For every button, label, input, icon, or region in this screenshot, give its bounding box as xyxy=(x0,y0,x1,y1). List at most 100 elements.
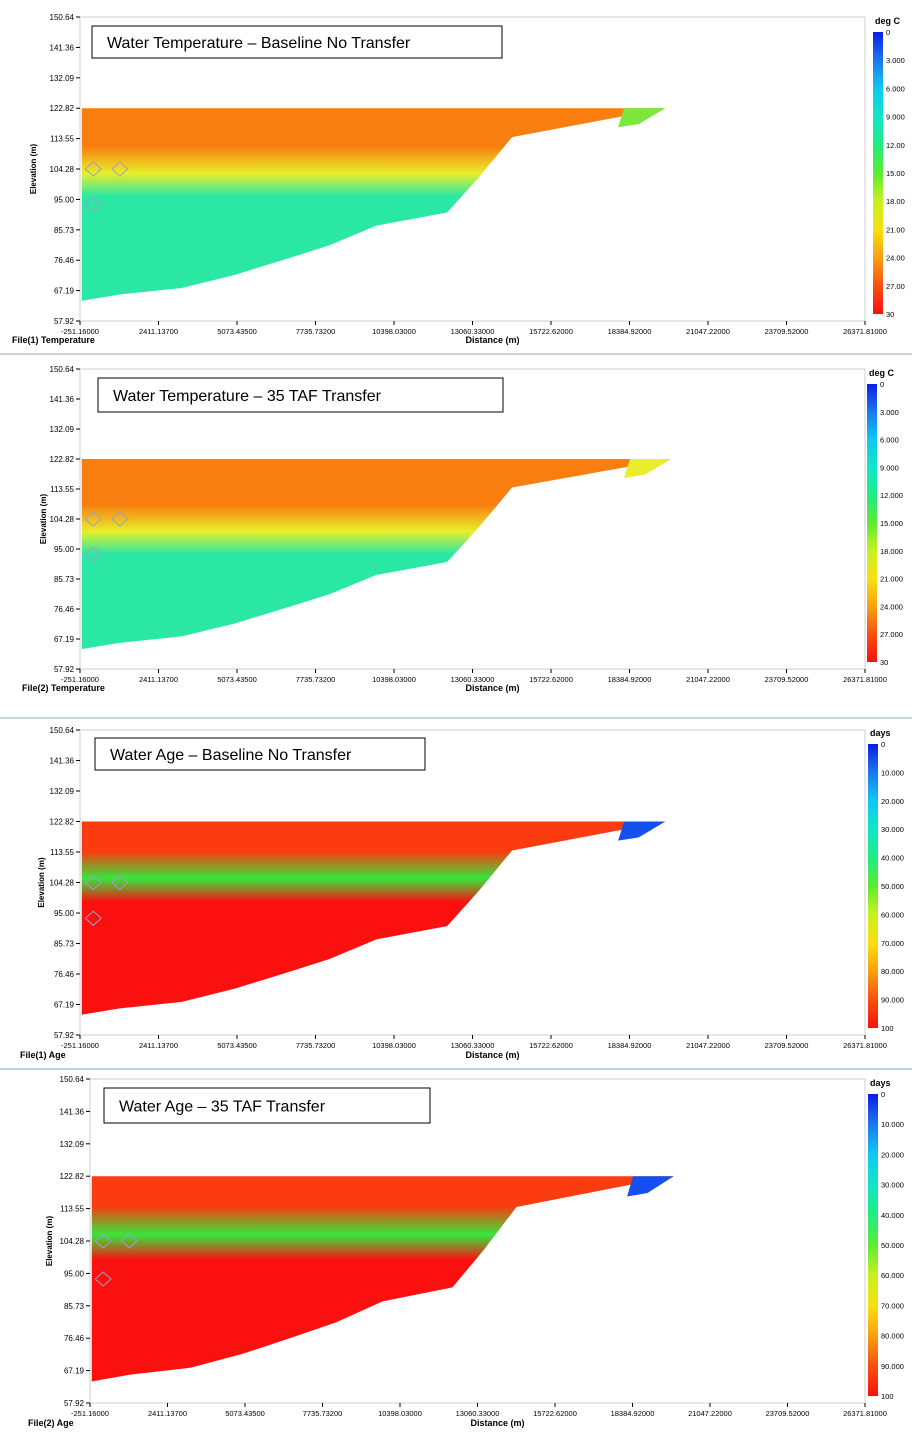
y-tick-label: 132.09 xyxy=(50,787,75,796)
y-tick-label: 95.00 xyxy=(54,545,75,554)
x-tick-label: 15722.62000 xyxy=(533,1409,577,1418)
x-tick-label: 15722.62000 xyxy=(529,327,573,336)
y-tick-label: 113.55 xyxy=(60,1205,84,1214)
x-tick-label: 18384.92000 xyxy=(611,1409,655,1418)
colorbar-label: 21.000 xyxy=(880,575,903,584)
y-tick-label: 85.73 xyxy=(54,575,75,584)
y-tick-label: 113.55 xyxy=(50,485,74,494)
colorbar-label: 0 xyxy=(886,28,890,37)
y-tick-label: 57.92 xyxy=(54,317,75,326)
file-label: File(1) Temperature xyxy=(12,335,95,345)
colorbar-label: 6.000 xyxy=(880,436,899,445)
y-tick-label: 141.36 xyxy=(50,395,75,404)
colorbar-unit: deg C xyxy=(875,16,901,26)
contour-chart-1: 150.64 141.36 132.09 122.82 113.55 104.28 95.0… xyxy=(12,13,905,345)
colorbar-label: 100 xyxy=(881,1024,894,1033)
panel-4: 150.64 141.36 132.09 122.82 113.55 104.28 95.0… xyxy=(0,1070,912,1435)
location-marker xyxy=(120,1233,139,1249)
colorbar-label: 90.000 xyxy=(881,1362,904,1371)
colorbar-label: 24.000 xyxy=(880,602,903,611)
x-tick-label: 26371.81000 xyxy=(843,1041,887,1050)
contour-chart-2: 150.64 141.36 132.09 122.82 113.55 104.28 95.0… xyxy=(22,365,903,693)
x-tick-label: 21047.22000 xyxy=(688,1409,732,1418)
x-tick-label: 21047.22000 xyxy=(686,675,730,684)
y-tick-label: 95.00 xyxy=(54,909,75,918)
x-tick-label: 13060.33000 xyxy=(456,1409,500,1418)
x-tick-label: 7735.73200 xyxy=(296,1041,336,1050)
colorbar-label: 18.000 xyxy=(880,547,903,556)
location-marker xyxy=(94,1271,112,1287)
x-tick-label: 10398.03000 xyxy=(378,1409,422,1418)
y-tick-label: 76.46 xyxy=(64,1334,85,1343)
colorbar-label: 0 xyxy=(880,380,884,389)
x-tick-label: 5073.43500 xyxy=(217,327,257,336)
y-tick-label: 122.82 xyxy=(60,1172,85,1181)
x-tick-label: 23709.52000 xyxy=(765,327,809,336)
y-tick-label: 76.46 xyxy=(54,256,75,265)
y-tick-label: 104.28 xyxy=(50,515,75,524)
title-box xyxy=(94,737,426,771)
y-tick-label: 104.28 xyxy=(60,1237,85,1246)
colorbar-label: 15.000 xyxy=(880,519,903,528)
y-tick-label: 95.00 xyxy=(64,1269,85,1278)
y-tick-label: 141.36 xyxy=(50,43,75,52)
x-tick-label: -251.16000 xyxy=(61,327,99,336)
x-tick-label: 2411.13700 xyxy=(148,1409,187,1418)
colorbar-label: 3.000 xyxy=(880,408,899,417)
y-tick-label: 76.46 xyxy=(54,970,75,979)
y-tick-label: 113.55 xyxy=(50,135,74,144)
colorbar-label: 60.000 xyxy=(881,1271,904,1280)
x-tick-label: -251.16000 xyxy=(71,1409,109,1418)
chart-title: Water Temperature – 35 TAF Transfer xyxy=(113,388,382,405)
title-box xyxy=(103,1087,431,1124)
x-tick-label: 15722.62000 xyxy=(529,1041,573,1050)
x-tick-label: 18384.92000 xyxy=(608,675,652,684)
colorbar-label: 10.000 xyxy=(881,1120,904,1129)
y-tick-label: 132.09 xyxy=(50,74,75,83)
tip-band xyxy=(624,459,672,478)
chart-title: Water Age – Baseline No Transfer xyxy=(110,747,352,764)
colorbar-label: 0 xyxy=(881,1090,885,1099)
colorbar-label: 30 xyxy=(886,310,894,319)
x-tick-label: 2411.13700 xyxy=(139,675,178,684)
location-marker xyxy=(94,1233,112,1249)
file-label: File(1) Age xyxy=(20,1050,66,1060)
colorbar-label: 100 xyxy=(881,1392,894,1401)
y-tick-label: 85.73 xyxy=(64,1302,85,1311)
title-box xyxy=(97,377,504,413)
y-tick-label: 122.82 xyxy=(50,455,75,464)
colorbar-label: 21.00 xyxy=(886,225,905,234)
y-tick-label: 132.09 xyxy=(50,425,75,434)
location-marker xyxy=(111,511,129,527)
x-tick-label: 26371.81000 xyxy=(843,327,887,336)
x-tick-label: 13060.33000 xyxy=(451,327,495,336)
y-tick-label: 57.92 xyxy=(64,1399,85,1408)
colorbar-label: 50.000 xyxy=(881,882,904,891)
x-axis-label: Distance (m) xyxy=(465,335,519,345)
x-tick-label: -251.16000 xyxy=(61,675,99,684)
x-tick-label: 21047.22000 xyxy=(686,1041,730,1050)
colorbar-label: 20.000 xyxy=(881,1150,904,1159)
colorbar-label: 27.000 xyxy=(880,630,903,639)
tip-band xyxy=(618,108,666,128)
colorbar-label: 9.000 xyxy=(880,463,899,472)
y-tick-label: 150.64 xyxy=(60,1075,85,1084)
x-tick-label: 18384.92000 xyxy=(608,327,652,336)
location-marker xyxy=(111,874,129,891)
contour-chart-4: 150.64 141.36 132.09 122.82 113.55 104.28 95.0… xyxy=(28,1075,904,1428)
file-label: File(2) Age xyxy=(28,1418,74,1428)
contour-chart-3: 150.64 141.36 132.09 122.82 113.55 104.28 95.0… xyxy=(20,726,904,1060)
x-tick-label: 10398.03000 xyxy=(372,675,416,684)
location-marker xyxy=(84,546,103,562)
tip-band xyxy=(627,1176,674,1197)
colorbar-label: 12.00 xyxy=(886,141,905,150)
location-marker xyxy=(84,511,103,527)
x-tick-label: 15722.62000 xyxy=(529,675,573,684)
panel-1: 150.64 141.36 132.09 122.82 113.55 104.28 95.0… xyxy=(0,8,912,353)
y-tick-label: 85.73 xyxy=(54,940,75,949)
y-tick-label: 122.82 xyxy=(50,818,75,827)
colorbar-label: 60.000 xyxy=(881,910,904,919)
y-tick-label: 113.55 xyxy=(50,848,74,857)
y-axis-label: Elevation (m) xyxy=(45,1216,54,1267)
chart-title: Water Age – 35 TAF Transfer xyxy=(119,1099,326,1116)
